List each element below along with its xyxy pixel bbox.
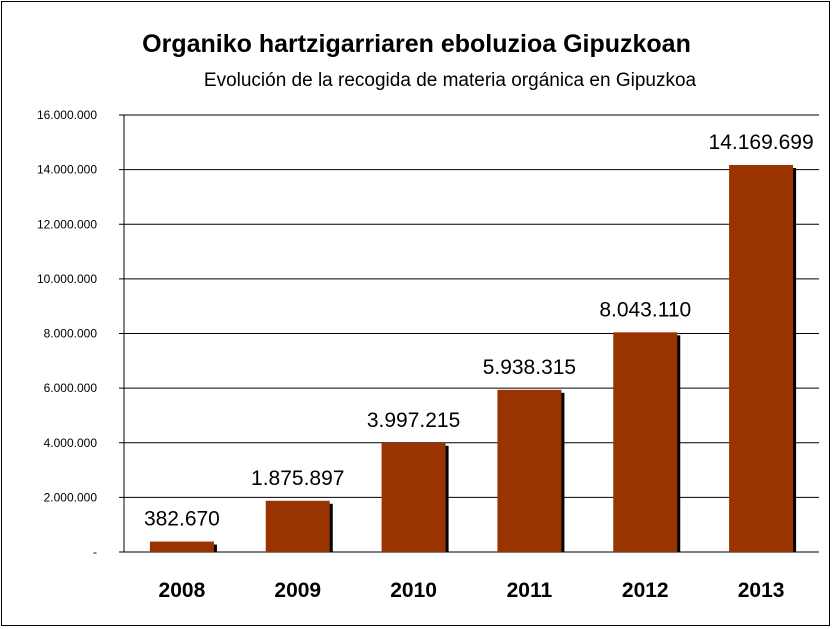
chart-title: Organiko hartzigarriaren eboluzioa Gipuz… [142, 30, 691, 58]
y-tick-label: 6.000.000 [44, 381, 98, 395]
x-tick-label: 2010 [390, 579, 437, 602]
y-tick-label: 10.000.000 [37, 272, 97, 286]
y-tick-label: 14.000.000 [37, 163, 97, 177]
bar [381, 442, 446, 552]
x-tick-label: 2013 [738, 579, 785, 602]
bar [497, 389, 562, 552]
x-tick-label: 2011 [507, 579, 553, 602]
y-tick-label: 16.000.000 [37, 108, 97, 122]
x-tick-label: 2009 [274, 579, 321, 602]
data-label: 1.875.897 [251, 467, 344, 490]
y-tick-label: 12.000.000 [37, 217, 97, 231]
x-tick-label: 2012 [622, 579, 669, 602]
y-tick-label: 4.000.000 [44, 436, 98, 450]
bar [265, 500, 330, 552]
bar [613, 332, 678, 552]
y-tick-label: - [93, 545, 97, 559]
data-label: 14.169.699 [709, 131, 814, 154]
bar [729, 164, 794, 552]
data-label: 3.997.215 [367, 409, 460, 432]
y-tick-label: 8.000.000 [44, 327, 98, 341]
chart-subtitle: Evolución de la recogida de materia orgá… [203, 70, 697, 91]
data-label: 382.670 [144, 508, 220, 531]
y-tick-label: 2.000.000 [44, 490, 98, 504]
x-tick-label: 2008 [159, 579, 206, 602]
data-label: 8.043.110 [599, 298, 691, 321]
bar [149, 541, 214, 552]
data-label: 5.938.315 [483, 356, 576, 379]
